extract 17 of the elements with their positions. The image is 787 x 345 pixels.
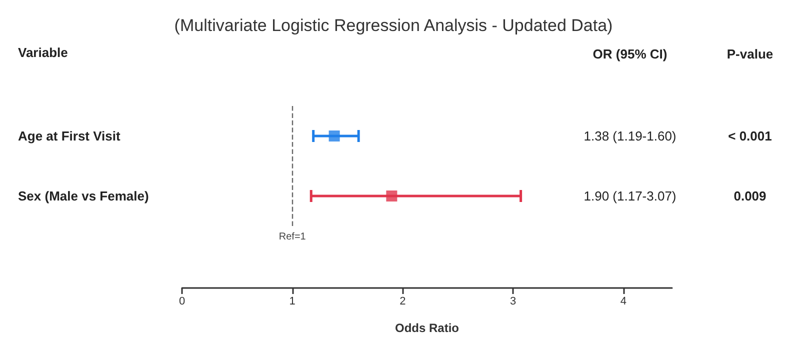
text: 0.009 <box>734 188 766 204</box>
annotation: 1.90 (1.17-3.07) <box>584 188 676 204</box>
x-tick-label: 4 <box>620 296 627 308</box>
text: P-value <box>726 46 774 62</box>
ref-line-label: Ref=1 <box>278 232 306 242</box>
chart-title: (Multivariate Logistic Regression Analysis - Updated Data) <box>174 16 613 35</box>
y-axis-title: Variable <box>18 45 68 60</box>
y-tick-label: Sex (Male vs Female) <box>18 188 149 204</box>
text: OR (95% CI) <box>592 46 668 62</box>
x-tick-label: 3 <box>510 296 516 308</box>
x-tick-label: 0 <box>178 296 186 308</box>
x-tick-label: 1 <box>289 296 296 308</box>
annotation: 1.38 (1.19-1.60) <box>584 128 676 144</box>
x-axis-title: Odds Ratio <box>394 321 460 335</box>
x-tick-label: 2 <box>400 296 406 308</box>
y-tick-label: Age at First Visit <box>18 128 122 144</box>
text: < 0.001 <box>728 128 772 144</box>
